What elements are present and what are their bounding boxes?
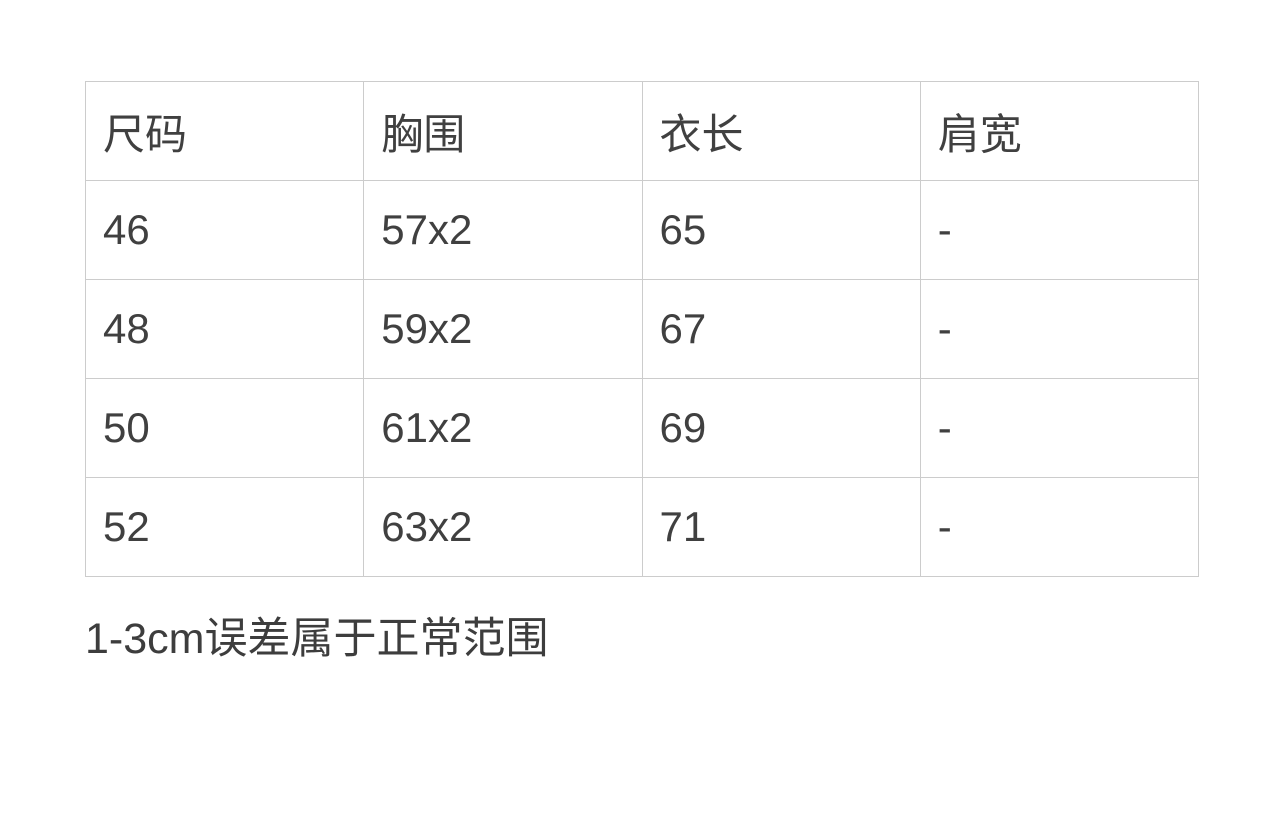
table-row: 48 59x2 67- xyxy=(84,279,1200,379)
table-row: 46 57x2 65- xyxy=(84,180,1200,280)
table-cell: 52 xyxy=(84,477,365,577)
table-cell: 48 xyxy=(84,279,365,379)
table-cell: 69 xyxy=(641,378,921,478)
size-chart-table-container: 尺码 胸围 衣长 肩宽 46 57x2 65-48 59x2 67-50 61x2 69-52 63… xyxy=(84,81,1200,577)
size-chart-table-body: 46 57x2 65-48 59x2 67-50 61x2 69-52 63x2 71- xyxy=(84,180,1200,577)
table-cell: 57x2 xyxy=(363,180,643,280)
column-header: 衣长 xyxy=(641,81,921,181)
size-chart-table-head: 尺码 胸围 衣长 肩宽 xyxy=(84,81,1200,181)
tolerance-note: 1-3cm误差属于正常范围 xyxy=(85,615,549,663)
table-header-row: 尺码 胸围 衣长 肩宽 xyxy=(84,81,1200,181)
table-cell: 65 xyxy=(641,180,921,280)
table-cell: 71 xyxy=(641,477,921,577)
table-cell: - xyxy=(919,378,1200,478)
table-row: 52 63x2 71- xyxy=(84,477,1200,577)
table-cell: - xyxy=(919,180,1200,280)
table-cell: 50 xyxy=(84,378,365,478)
size-chart-table: 尺码 胸围 衣长 肩宽 46 57x2 65-48 59x2 67-50 61x2 69-52 63… xyxy=(84,81,1200,577)
table-cell: 63x2 xyxy=(363,477,643,577)
column-header: 尺码 xyxy=(84,81,365,181)
table-cell: 61x2 xyxy=(363,378,643,478)
table-cell: - xyxy=(919,279,1200,379)
column-header: 肩宽 xyxy=(919,81,1200,181)
table-cell: 67 xyxy=(641,279,921,379)
table-cell: - xyxy=(919,477,1200,577)
table-cell: 59x2 xyxy=(363,279,643,379)
column-header: 胸围 xyxy=(363,81,643,181)
table-cell: 46 xyxy=(84,180,365,280)
table-row: 50 61x2 69- xyxy=(84,378,1200,478)
